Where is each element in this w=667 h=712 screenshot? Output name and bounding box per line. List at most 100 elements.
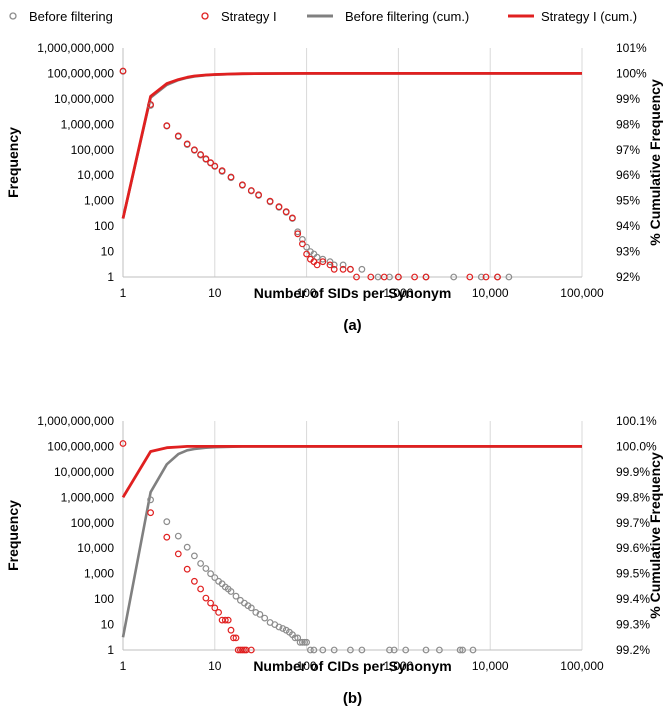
data-point-before-filtering — [202, 565, 210, 572]
data-point-before-filtering — [450, 273, 458, 281]
y-tick-label: 10,000 — [77, 541, 114, 555]
y-tick-label: 1 — [107, 270, 114, 284]
y2-tick-label: 99.9% — [616, 465, 650, 479]
data-point-strategy-i — [174, 550, 182, 558]
data-point-strategy-i — [147, 509, 155, 517]
y-tick-label: 1,000,000 — [61, 117, 115, 131]
data-point-strategy-i — [319, 258, 327, 266]
data-point-strategy-i — [221, 616, 229, 624]
legend-label-strategy-i-cum: Strategy I (cum.) — [541, 9, 637, 24]
data-point-strategy-i — [227, 626, 235, 634]
data-point-strategy-i — [174, 132, 182, 140]
data-point-before-filtering — [386, 646, 393, 654]
data-point-before-filtering — [301, 638, 309, 646]
data-point-strategy-i — [294, 230, 302, 238]
y2-tick-label: 96% — [616, 168, 640, 182]
data-point-before-filtering — [291, 634, 299, 642]
data-point-strategy-i — [275, 203, 283, 211]
data-point-before-filtering — [183, 543, 191, 551]
y2-tick-label: 99.3% — [616, 618, 650, 632]
data-point-strategy-i — [211, 162, 219, 170]
data-point-before-filtering — [190, 552, 198, 560]
data-point-before-filtering — [319, 255, 327, 263]
data-point-strategy-i — [238, 646, 246, 654]
x-tick-label: 100 — [297, 659, 317, 673]
data-point-before-filtering — [279, 625, 287, 632]
y2-tick-label: 99.5% — [616, 567, 650, 581]
y2-tick-label: 99.7% — [616, 516, 650, 530]
x-tick-label: 1,000 — [383, 286, 413, 300]
data-point-before-filtering — [330, 646, 338, 654]
y-tick-label: 1 — [107, 643, 114, 657]
y2-tick-label: 99.2% — [616, 643, 650, 657]
data-point-strategy-i — [207, 599, 215, 607]
data-point-before-filtering — [347, 646, 354, 654]
data-point-strategy-i — [482, 273, 490, 281]
data-point-before-filtering — [147, 496, 155, 504]
data-point-before-filtering — [299, 638, 306, 646]
series-line-strategy-i-cum — [121, 444, 582, 499]
data-point-strategy-i — [197, 585, 205, 593]
data-point-before-filtering — [456, 646, 464, 654]
y-tick-label: 10 — [101, 245, 115, 259]
data-point-strategy-i — [211, 604, 219, 612]
data-point-strategy-i — [282, 208, 290, 216]
x-axis-title: Number of CIDs per Synonym — [253, 658, 451, 674]
data-point-strategy-i — [411, 273, 419, 281]
data-point-before-filtering — [459, 646, 467, 654]
y-tick-label: 100,000 — [71, 516, 115, 530]
x-tick-label: 10,000 — [472, 286, 509, 300]
x-tick-label: 1 — [120, 286, 127, 300]
y2-tick-label: 100.1% — [616, 414, 657, 428]
y-tick-label: 1,000,000,000 — [37, 414, 114, 428]
data-point-before-filtering — [299, 235, 306, 243]
data-point-before-filtering — [358, 646, 366, 654]
data-point-strategy-i — [183, 140, 191, 148]
y2-tick-label: 99.4% — [616, 592, 650, 606]
panel-b-chart: 1 10 100 1,000 10,000 100,000 1 10 100 1,000 10,00… — [5, 414, 663, 707]
data-point-strategy-i — [238, 181, 246, 189]
y2-tick-label: 97% — [616, 143, 640, 157]
x-tick-label: 10 — [208, 286, 222, 300]
data-point-strategy-i — [202, 594, 210, 602]
data-point-before-filtering — [232, 592, 240, 600]
data-point-before-filtering — [211, 574, 219, 581]
x-tick-label: 1 — [120, 659, 127, 673]
data-point-before-filtering — [326, 258, 334, 266]
data-point-strategy-i — [163, 122, 171, 130]
data-point-strategy-i — [147, 101, 155, 108]
data-point-before-filtering — [174, 532, 182, 540]
y-tick-label: 10,000,000 — [54, 92, 114, 106]
data-point-strategy-i — [395, 273, 402, 281]
series-line-strategy-i-cum — [121, 72, 582, 219]
data-point-strategy-i — [299, 240, 306, 248]
data-point-strategy-i — [218, 167, 226, 175]
x-axis-title: Number of SIDs per Synonym — [254, 285, 452, 301]
y-tick-label: 1,000 — [84, 194, 114, 208]
data-point-before-filtering — [307, 646, 314, 654]
x-tick-label: 10,000 — [472, 659, 509, 673]
data-point-strategy-i — [202, 155, 210, 163]
data-point-before-filtering — [197, 560, 205, 567]
data-point-strategy-i — [119, 67, 127, 75]
y-tick-label: 1,000 — [84, 567, 114, 581]
data-point-strategy-i — [183, 565, 191, 573]
data-point-before-filtering — [296, 638, 304, 646]
data-point-before-filtering — [163, 518, 171, 526]
data-point-before-filtering — [390, 646, 398, 654]
x-tick-label: 10 — [208, 659, 222, 673]
y2-tick-label: 100.0% — [616, 439, 657, 453]
data-point-before-filtering — [422, 646, 430, 654]
data-point-strategy-i — [232, 634, 240, 642]
data-point-before-filtering — [469, 646, 477, 654]
data-point-before-filtering — [313, 253, 321, 261]
panel-label: (b) — [343, 690, 362, 707]
legend: Before filtering Strategy I Before filte… — [9, 9, 637, 24]
y2-tick-label: 95% — [616, 194, 640, 208]
data-point-before-filtering — [256, 611, 264, 618]
x-tick-label: 100,000 — [560, 659, 604, 673]
y-tick-label: 10,000 — [77, 168, 114, 182]
y-tick-label: 100,000,000 — [47, 66, 114, 80]
data-point-before-filtering — [477, 273, 485, 281]
data-point-strategy-i — [289, 214, 296, 222]
